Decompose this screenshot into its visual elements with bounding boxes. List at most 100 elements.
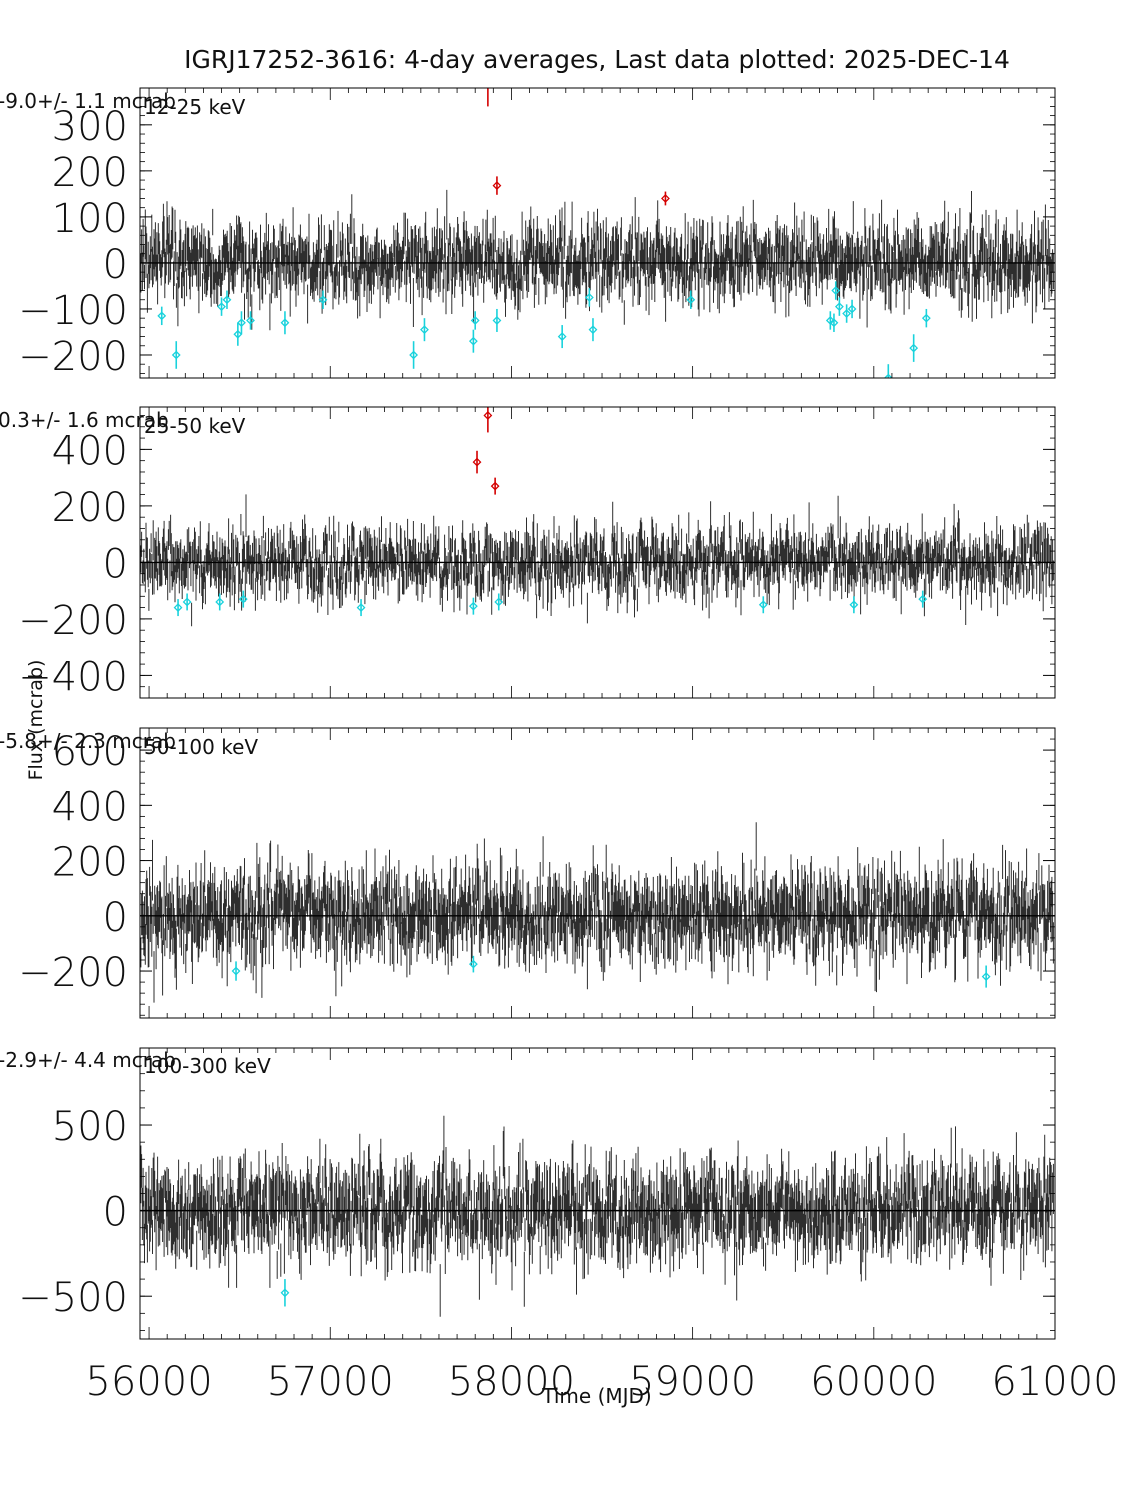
data-point-marker	[222, 295, 232, 305]
panel-band-label: 12-25 keV	[144, 95, 246, 119]
data-point-marker	[280, 318, 290, 328]
data-point-marker	[909, 343, 919, 353]
negative-significance-point	[584, 288, 594, 307]
data-point-marker	[483, 411, 493, 420]
negative-significance-point	[356, 599, 366, 617]
y-tick-label: 400	[52, 428, 128, 474]
negative-significance-point	[494, 593, 504, 611]
y-tick-label: −100	[18, 288, 128, 334]
y-tick-label: 0	[103, 1190, 128, 1236]
negative-significance-point	[831, 281, 841, 300]
y-tick-label: 400	[52, 784, 128, 830]
panel-50-100-kev: -5.8+/- 2.3 mcrab 50-100 keV −200 0 200 400…	[0, 727, 1056, 1019]
data-point-marker	[157, 311, 167, 321]
error-bars	[140, 822, 1054, 1003]
data-point-marker	[494, 597, 504, 607]
negative-significance-point	[222, 290, 232, 309]
high-significance-point	[490, 477, 500, 495]
negative-significance-point	[171, 341, 181, 369]
data-point-marker	[215, 597, 225, 607]
data-point-marker	[831, 286, 841, 295]
data-point-marker	[468, 601, 478, 611]
data-point-marker	[470, 316, 480, 325]
data-point-marker	[686, 295, 696, 305]
negative-significance-point	[420, 318, 429, 342]
data-point-marker	[233, 329, 243, 339]
negative-significance-point	[829, 313, 839, 332]
data-point-marker	[981, 972, 991, 981]
panel-mean-flux-label: -9.0+/- 1.1 mcrab	[0, 89, 176, 113]
data-point-marker	[182, 597, 192, 607]
negative-significance-point	[468, 597, 478, 615]
panel-band-label: 25-50 keV	[144, 414, 246, 438]
panel-25-50-kev: 0.3+/- 1.6 mcrab 25-50 keV −400 −200 0 200 4…	[0, 406, 1056, 700]
data-point-marker	[588, 325, 598, 335]
negative-significance-point	[849, 596, 859, 614]
x-tick-label: 59000	[629, 1359, 756, 1405]
negative-significance-point	[909, 334, 919, 362]
error-bars	[140, 189, 1054, 331]
panel-mean-flux-label: 0.3+/- 1.6 mcrab	[0, 408, 169, 432]
x-tick-label: 60000	[810, 1359, 937, 1405]
panel-band-label: 100-300 keV	[144, 1054, 271, 1078]
data-point-marker	[472, 457, 482, 467]
negative-significance-point	[847, 299, 857, 319]
data-point-marker	[834, 302, 844, 312]
data-point-marker	[484, 75, 491, 82]
negative-significance-point	[409, 341, 419, 369]
data-point-marker	[758, 600, 768, 610]
high-significance-point	[661, 191, 670, 206]
y-tick-label: 200	[52, 485, 128, 531]
high-significance-point	[492, 176, 502, 195]
light-curve-series	[140, 1115, 1054, 1317]
high-significance-point	[484, 75, 491, 107]
data-point-marker	[318, 295, 328, 305]
panel-mean-flux-label: -5.8+/- 2.3 mcrab	[0, 729, 176, 753]
error-bars	[140, 494, 1054, 627]
chart-title: IGRJ17252-3616: 4-day averages, Last dat…	[184, 45, 1010, 74]
data-point-marker	[280, 1288, 290, 1298]
negative-significance-point	[492, 308, 502, 332]
data-point-marker	[492, 316, 502, 325]
negative-significance-point	[246, 311, 255, 330]
panel-frame	[139, 406, 1056, 699]
y-tick-label: 500	[52, 1104, 128, 1150]
y-tick-label: −400	[18, 654, 128, 700]
y-tick-label: −200	[18, 950, 128, 996]
panel-frame	[139, 727, 1056, 1019]
data-point-marker	[409, 350, 419, 360]
data-point-marker	[492, 181, 502, 191]
negative-significance-point	[215, 593, 225, 611]
negative-significance-point	[280, 311, 290, 335]
data-point-marker	[238, 594, 248, 604]
x-tick-label: 57000	[267, 1359, 394, 1405]
panel-frame	[139, 87, 1056, 379]
y-tick-label: 200	[52, 840, 128, 886]
y-tick-label: 0	[103, 895, 128, 941]
y-axis-label: Flux (mcrab)	[25, 660, 47, 781]
y-tick-label: 200	[52, 150, 128, 196]
negative-significance-point	[834, 297, 844, 316]
y-tick-label: −500	[18, 1275, 128, 1321]
data-point-marker	[584, 293, 594, 302]
negative-significance-point	[468, 955, 478, 973]
light-curve-series	[140, 189, 1054, 331]
y-tick-label: −200	[18, 598, 128, 644]
negative-significance-point	[318, 290, 328, 309]
data-point-marker	[825, 316, 835, 325]
negative-significance-point	[237, 311, 246, 335]
high-significance-point	[483, 407, 493, 433]
data-point-marker	[849, 600, 859, 610]
panel-mean-flux-label: -2.9+/- 4.4 mcrab	[0, 1048, 176, 1072]
data-point-marker	[237, 318, 246, 328]
data-point-marker	[217, 302, 226, 312]
data-point-marker	[921, 313, 931, 323]
data-point-marker	[847, 304, 857, 314]
data-point-marker	[420, 325, 429, 335]
negative-significance-point	[588, 318, 598, 342]
data-point-marker	[356, 603, 366, 613]
negative-significance-point	[470, 311, 480, 330]
negative-significance-point	[231, 961, 241, 981]
negative-significance-point	[217, 297, 226, 316]
panel-100-300-kev: -2.9+/- 4.4 mcrab 100-300 keV −500 0 500	[0, 1047, 1056, 1340]
